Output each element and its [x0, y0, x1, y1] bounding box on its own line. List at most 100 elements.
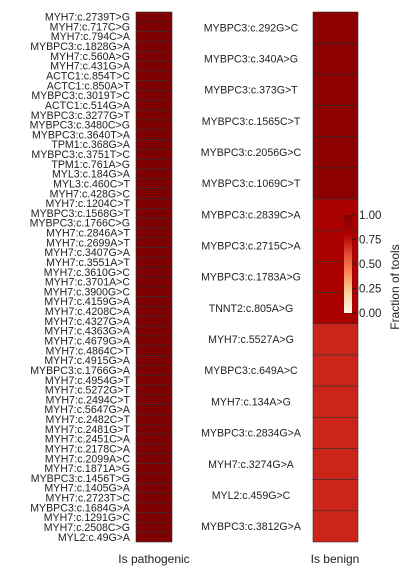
row-label: MYBPC3:c.1684G>A	[30, 502, 131, 514]
row-label: MYH7:c.4679G>A	[44, 336, 131, 348]
row-label: MYH7:c.1291G>C	[44, 512, 131, 524]
row-label: MYH7:c.794C>A	[51, 31, 131, 43]
colorbar-tick-label: 0.50	[359, 259, 381, 271]
row-label: MYL2:c.459G>C	[212, 490, 291, 502]
heatmap-cell	[135, 178, 173, 189]
benign-heatmap: MYBPC3:c.292G>C MYBPC3:c.340A>G MYBPC3:c.3…	[201, 11, 359, 543]
heatmap-cell	[135, 315, 173, 327]
row-label: MYBPC3:c.3480C>G	[30, 120, 130, 132]
row-label: MYBPC3:c.2834G>A	[201, 428, 302, 440]
heatmap-cell	[135, 374, 173, 386]
heatmap-cell	[312, 510, 359, 543]
row-label: ACTC1:c.850A>T	[47, 80, 131, 92]
benign-axis-label: Is benign	[311, 552, 360, 566]
row-label: MYBPC3:c.292G>C	[204, 22, 299, 34]
row-label: MYH7:c.4864C>T	[46, 345, 131, 357]
heatmap-cell	[135, 80, 173, 91]
heatmap-cell	[135, 384, 173, 396]
row-label: MYH7:c.1405G>A	[44, 483, 131, 495]
row-label: MYBPC3:c.1568G>T	[31, 208, 131, 220]
row-label: MYBPC3:c.1766C>G	[30, 218, 130, 230]
row-label: MYH7:c.2699A>T	[46, 237, 130, 249]
heatmap-cell	[135, 492, 173, 504]
row-label: MYBPC3:c.1456T>G	[31, 473, 130, 485]
heatmap-cell	[312, 105, 359, 138]
row-label: MYH7:c.3900G>C	[44, 286, 131, 298]
heatmap-cell	[135, 355, 173, 366]
row-label: MYBPC3:c.3812G>A	[201, 521, 302, 533]
row-label: MYH7:c.2846A>T	[46, 228, 130, 240]
heatmap-cell	[312, 416, 359, 449]
heatmap-cell	[135, 168, 173, 180]
row-label: MYBPC3:c.3019T>C	[31, 90, 130, 102]
colorbar: 0.00 0.25 0.50 0.75 1.00	[344, 210, 381, 320]
row-label: MYH7:c.3407G>A	[44, 247, 131, 259]
row-label: MYBPC3:c.2839C>A	[201, 209, 301, 221]
row-label: TNNT2:c.805A>G	[209, 303, 294, 315]
heatmap-cell	[312, 385, 359, 418]
row-label: MYH7:c.2723T>C	[46, 493, 131, 505]
heatmap-cell	[135, 433, 173, 445]
pathogenic-axis-label: Is pathogenic	[118, 552, 189, 566]
row-label: MYBPC3:c.2056G>C	[201, 147, 302, 159]
heatmap-cell	[135, 325, 173, 337]
heatmap-cell	[135, 227, 173, 239]
heatmap-cell	[135, 198, 173, 209]
heatmap-cell	[135, 237, 173, 248]
heatmap-cell	[135, 266, 173, 278]
row-label: MYL3:c.184G>A	[52, 169, 131, 181]
pathogenic-heatmap: MYH7:c.2739T>GMYH7:c.717C>GMYH7:c.794C>A…	[30, 12, 173, 544]
row-label: MYL3:c.460C>T	[53, 178, 130, 190]
heatmap-cell	[135, 512, 173, 523]
row-label: MYL2:c.49G>A	[58, 532, 131, 544]
heatmap-cell	[135, 482, 173, 494]
row-label: MYH7:c.4915G>A	[44, 355, 131, 367]
row-label: TPM1:c.368G>A	[51, 139, 131, 151]
row-label: MYH7:c.428G>C	[50, 188, 131, 200]
row-label: MYBPC3:c.1069C>T	[202, 178, 301, 190]
row-label: MYBPC3:c.3640T>A	[32, 129, 131, 141]
heatmap-cell	[135, 100, 173, 111]
row-label: TPM1:c.761A>G	[51, 159, 130, 171]
colorbar-tick-label: 0.25	[359, 284, 381, 296]
row-label: MYH7:c.3274G>A	[208, 459, 295, 471]
row-label: MYH7:c.4954G>T	[45, 375, 131, 387]
row-label: MYH7:c.2481G>T	[45, 424, 131, 436]
heatmap-cell	[312, 136, 359, 169]
heatmap-cell	[135, 365, 173, 376]
heatmap-cell	[135, 21, 173, 32]
heatmap-cell	[135, 31, 173, 42]
heatmap-cell	[135, 129, 173, 140]
heatmap-cell	[312, 167, 359, 200]
colorbar-label: Fraction of tools	[388, 244, 402, 329]
heatmap-cell	[135, 276, 173, 288]
heatmap-cell	[312, 11, 359, 44]
colorbar-tick-label: 0.00	[359, 308, 381, 320]
row-label: MYBPC3:c.373G>T	[204, 85, 298, 97]
row-label: MYH7:c.1871A>G	[44, 463, 130, 475]
heatmap-cell	[135, 531, 173, 543]
heatmap-cell	[135, 188, 173, 199]
heatmap-cell	[135, 296, 173, 307]
row-label: MYH7:c.1204C>T	[46, 198, 131, 210]
colorbar-tick-label: 0.75	[359, 235, 381, 247]
heatmap-cell	[135, 149, 173, 160]
row-label: MYH7:c.431G>A	[50, 61, 131, 73]
heatmap-cell	[135, 306, 173, 317]
row-label: MYBPC3:c.2715C>A	[201, 241, 301, 253]
heatmap-cell	[135, 207, 173, 219]
row-label: ACTC1:c.514G>A	[45, 100, 131, 112]
heatmap-cell	[135, 50, 173, 62]
heatmap-cell	[312, 323, 359, 356]
heatmap-cell	[135, 286, 173, 297]
row-label: MYH7:c.5647G>A	[44, 404, 131, 416]
row-label: MYH7:c.2494C>T	[46, 394, 131, 406]
row-label: MYH7:c.134A>G	[211, 396, 291, 408]
colorbar-gradient	[344, 215, 352, 313]
heatmap-cell	[135, 453, 173, 464]
heatmap-cell	[135, 217, 173, 229]
heatmap-cell	[135, 41, 173, 52]
heatmap-cell	[135, 70, 173, 82]
heatmap-cell	[135, 109, 173, 121]
heatmap-cell	[135, 472, 173, 484]
